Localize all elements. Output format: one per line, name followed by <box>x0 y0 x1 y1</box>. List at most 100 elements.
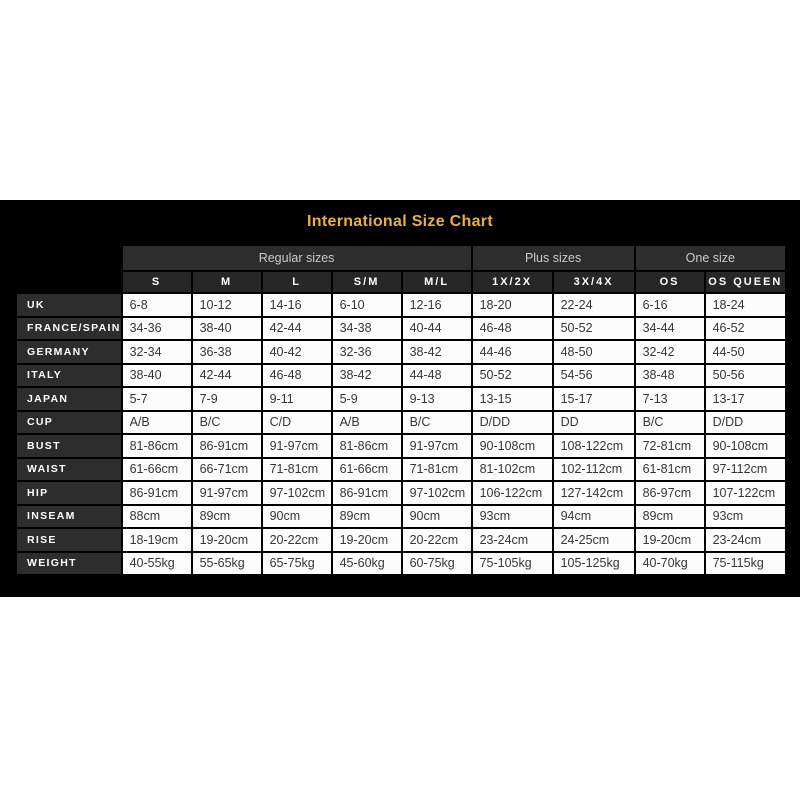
size-value-cell: 19-20cm <box>330 527 403 553</box>
size-column-header: OS <box>633 270 706 294</box>
size-value-cell: 72-81cm <box>633 433 706 459</box>
corner-cell <box>14 270 123 294</box>
size-value-cell: 61-66cm <box>120 456 193 482</box>
size-value-cell: D/DD <box>470 409 554 435</box>
size-value-cell: 18-19cm <box>120 527 193 553</box>
size-value-cell: 81-86cm <box>330 433 403 459</box>
size-value-cell: 46-52 <box>703 315 788 341</box>
size-value-cell: 97-102cm <box>400 480 473 506</box>
size-value-cell: 9-13 <box>400 386 473 412</box>
size-value-cell: 10-12 <box>190 292 263 318</box>
table-row: WAIST 61-66cm 66-71cm 71-81cm 61-66cm 71-81cm… <box>14 456 788 482</box>
size-value-cell: 50-52 <box>470 362 554 388</box>
size-value-cell: 19-20cm <box>190 527 263 553</box>
table-row: UK 6-8 10-12 14-16 6-10 12-16 18-20 22-24 6-16 18… <box>14 292 788 318</box>
size-value-cell: 71-81cm <box>400 456 473 482</box>
size-value-cell: 89cm <box>190 503 263 529</box>
size-value-cell: 88cm <box>120 503 193 529</box>
table-row: CUP A/B B/C C/D A/B B/C D/DD DD B/C D/DD <box>14 409 788 435</box>
size-value-cell: 75-115kg <box>703 550 788 577</box>
size-value-cell: 34-38 <box>330 315 403 341</box>
size-value-cell: 22-24 <box>551 292 636 318</box>
size-value-cell: 93cm <box>703 503 788 529</box>
size-value-cell: 19-20cm <box>633 527 706 553</box>
size-value-cell: 97-102cm <box>260 480 333 506</box>
size-value-cell: 46-48 <box>260 362 333 388</box>
size-value-cell: D/DD <box>703 409 788 435</box>
size-value-cell: 94cm <box>551 503 636 529</box>
size-value-cell: 90cm <box>400 503 473 529</box>
size-value-cell: 86-91cm <box>190 433 263 459</box>
row-label: FRANCE/SPAIN <box>14 315 123 341</box>
size-value-cell: 15-17 <box>551 386 636 412</box>
size-value-cell: A/B <box>330 409 403 435</box>
size-value-cell: DD <box>551 409 636 435</box>
size-value-cell: C/D <box>260 409 333 435</box>
size-value-cell: 86-91cm <box>330 480 403 506</box>
size-value-cell: 38-42 <box>330 362 403 388</box>
table-row: BUST 81-86cm 86-91cm 91-97cm 81-86cm 91-97cm 9… <box>14 433 788 459</box>
row-label: BUST <box>14 433 123 459</box>
size-value-cell: 46-48 <box>470 315 554 341</box>
size-value-cell: 60-75kg <box>400 550 473 577</box>
size-value-cell: 50-52 <box>551 315 636 341</box>
row-label: ITALY <box>14 362 123 388</box>
table-body: UK 6-8 10-12 14-16 6-10 12-16 18-20 22-24 6-16 18… <box>14 292 788 577</box>
size-value-cell: 90-108cm <box>470 433 554 459</box>
size-value-cell: 81-102cm <box>470 456 554 482</box>
row-label: INSEAM <box>14 503 123 529</box>
size-value-cell: 90cm <box>260 503 333 529</box>
size-value-cell: 44-46 <box>470 339 554 365</box>
row-label: WAIST <box>14 456 123 482</box>
size-value-cell: 24-25cm <box>551 527 636 553</box>
table-row: GERMANY 32-34 36-38 40-42 32-36 38-42 44-46 48-… <box>14 339 788 365</box>
size-value-cell: B/C <box>190 409 263 435</box>
size-value-cell: 89cm <box>330 503 403 529</box>
size-value-cell: 93cm <box>470 503 554 529</box>
size-value-cell: 38-40 <box>190 315 263 341</box>
size-value-cell: 40-42 <box>260 339 333 365</box>
size-value-cell: 86-91cm <box>120 480 193 506</box>
size-value-cell: 34-44 <box>633 315 706 341</box>
row-label: WEIGHT <box>14 550 123 577</box>
size-value-cell: B/C <box>633 409 706 435</box>
size-value-cell: 12-16 <box>400 292 473 318</box>
size-value-cell: 13-17 <box>703 386 788 412</box>
row-label: UK <box>14 292 123 318</box>
size-value-cell: 89cm <box>633 503 706 529</box>
size-column-header: M/L <box>400 270 473 294</box>
size-value-cell: 105-125kg <box>551 550 636 577</box>
size-value-cell: 7-13 <box>633 386 706 412</box>
size-value-cell: A/B <box>120 409 193 435</box>
size-value-cell: 44-50 <box>703 339 788 365</box>
column-group-header: Regular sizes <box>120 243 473 272</box>
size-value-cell: 7-9 <box>190 386 263 412</box>
size-column-header: 1X/2X <box>470 270 554 294</box>
table-header: Regular sizes Plus sizes One size S M L S/M M/… <box>14 243 788 294</box>
size-value-cell: B/C <box>400 409 473 435</box>
size-value-cell: 75-105kg <box>470 550 554 577</box>
size-value-cell: 6-10 <box>330 292 403 318</box>
size-value-cell: 91-97cm <box>190 480 263 506</box>
size-value-cell: 9-11 <box>260 386 333 412</box>
size-value-cell: 38-40 <box>120 362 193 388</box>
size-value-cell: 38-48 <box>633 362 706 388</box>
size-value-cell: 38-42 <box>400 339 473 365</box>
size-value-cell: 61-66cm <box>330 456 403 482</box>
size-value-cell: 55-65kg <box>190 550 263 577</box>
size-value-cell: 32-42 <box>633 339 706 365</box>
size-value-cell: 5-7 <box>120 386 193 412</box>
size-value-cell: 61-81cm <box>633 456 706 482</box>
size-value-cell: 86-97cm <box>633 480 706 506</box>
size-value-cell: 32-36 <box>330 339 403 365</box>
table-row: HIP 86-91cm 91-97cm 97-102cm 86-91cm 97-102cm… <box>14 480 788 506</box>
size-value-cell: 106-122cm <box>470 480 554 506</box>
size-value-cell: 102-112cm <box>551 456 636 482</box>
size-value-cell: 5-9 <box>330 386 403 412</box>
size-value-cell: 91-97cm <box>260 433 333 459</box>
size-column-header: S <box>120 270 193 294</box>
table-row: WEIGHT 40-55kg 55-65kg 65-75kg 45-60kg 60-75k… <box>14 550 788 577</box>
size-value-cell: 20-22cm <box>400 527 473 553</box>
size-value-cell: 40-44 <box>400 315 473 341</box>
size-value-cell: 50-56 <box>703 362 788 388</box>
